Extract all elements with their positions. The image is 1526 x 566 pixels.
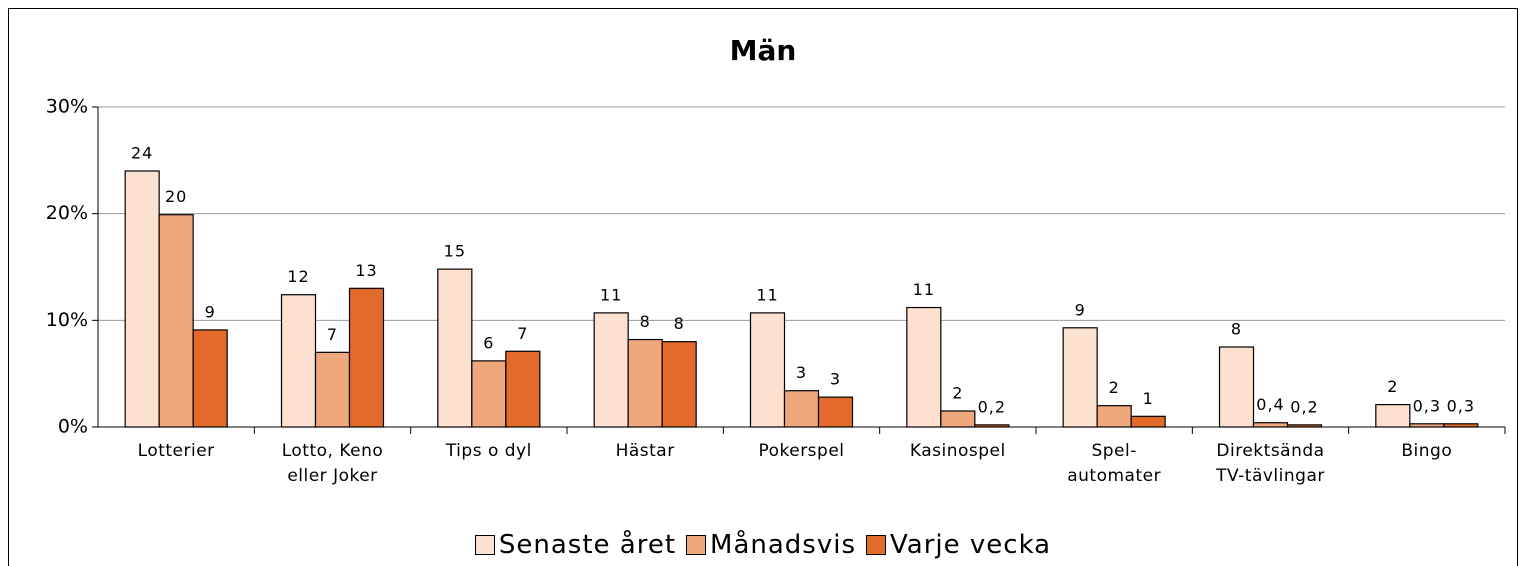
- bar: [1375, 404, 1411, 428]
- value-label: 15: [444, 242, 466, 261]
- chart-title: Män: [730, 34, 797, 67]
- value-label: 8: [674, 314, 685, 333]
- bar: [593, 312, 629, 428]
- bar: [314, 351, 351, 428]
- y-tick-label: 0%: [58, 416, 88, 438]
- x-tick-label: Pokerspel: [758, 441, 845, 461]
- x-tick-label: Tips o dyl: [445, 441, 532, 461]
- bar: [783, 390, 820, 428]
- bar: [158, 214, 194, 428]
- bar: [471, 360, 507, 428]
- value-label: 7: [517, 324, 528, 343]
- x-tick-label: Spel-automater: [1067, 441, 1162, 486]
- y-tick-label: 30%: [46, 96, 88, 118]
- bar: [124, 170, 160, 428]
- value-label: 0,2: [1290, 397, 1318, 416]
- value-label: 2: [1387, 377, 1398, 396]
- legend-label: Månadsvis: [710, 530, 857, 560]
- value-label: 11: [600, 285, 622, 304]
- value-label: 20: [165, 187, 187, 206]
- bar: [1252, 422, 1289, 428]
- bar: [1062, 327, 1098, 428]
- legend-swatch: [686, 535, 707, 555]
- legend-item: Varje vecka: [866, 530, 1051, 560]
- value-label: 8: [1231, 320, 1242, 339]
- bar: [1130, 415, 1166, 428]
- legend-item: Senaste året: [474, 530, 677, 560]
- bar: [661, 341, 697, 428]
- value-label: 7: [327, 325, 338, 344]
- x-tick-label: Lotto, Keno eller Joker: [281, 441, 384, 486]
- x-tick-label: Bingo: [1401, 441, 1453, 461]
- value-label: 6: [483, 333, 494, 352]
- x-tick-label: Lotterier: [137, 441, 215, 461]
- y-tick-label: 20%: [46, 202, 88, 224]
- bar: [505, 350, 541, 428]
- value-label: 3: [830, 370, 841, 389]
- value-label: 0,2: [978, 397, 1006, 416]
- value-label: 9: [205, 302, 216, 321]
- bar: [906, 306, 942, 428]
- value-label: 24: [131, 144, 153, 163]
- bar: [627, 338, 663, 428]
- value-label: 3: [796, 363, 807, 382]
- legend: Senaste året Månadsvis Varje vecka: [0, 530, 1526, 560]
- x-tick-label: Kasinospel: [909, 441, 1006, 461]
- value-label: 0,4: [1256, 395, 1284, 414]
- bar: [749, 312, 786, 428]
- x-tick-label: Direktsända TV-tävlingar: [1216, 441, 1325, 486]
- value-label: 2: [1109, 378, 1120, 397]
- legend-swatch: [866, 535, 887, 555]
- value-label: 11: [756, 285, 778, 304]
- value-label: 9: [1075, 300, 1086, 319]
- bar: [1096, 405, 1132, 428]
- value-label: 2: [952, 384, 963, 403]
- value-label: 11: [913, 280, 935, 299]
- bar: [1218, 346, 1255, 428]
- bar: [940, 410, 976, 428]
- legend-label: Varje vecka: [890, 530, 1052, 560]
- bar: [192, 329, 228, 428]
- frame: [8, 8, 1518, 566]
- value-label: 13: [355, 261, 377, 280]
- value-label: 0,3: [1413, 396, 1441, 415]
- legend-swatch: [474, 535, 495, 555]
- value-label: 8: [640, 312, 651, 331]
- bar: [280, 294, 317, 428]
- value-label: 12: [287, 267, 309, 286]
- value-label: 1: [1143, 389, 1154, 408]
- y-tick-label: 10%: [46, 309, 88, 331]
- x-tick-label: Hästar: [615, 441, 675, 461]
- value-label: 0,3: [1447, 396, 1475, 415]
- bar: [348, 287, 385, 428]
- legend-label: Senaste året: [498, 530, 677, 560]
- legend-item: Månadsvis: [686, 530, 856, 560]
- bar: [437, 268, 473, 428]
- bar: [817, 396, 854, 428]
